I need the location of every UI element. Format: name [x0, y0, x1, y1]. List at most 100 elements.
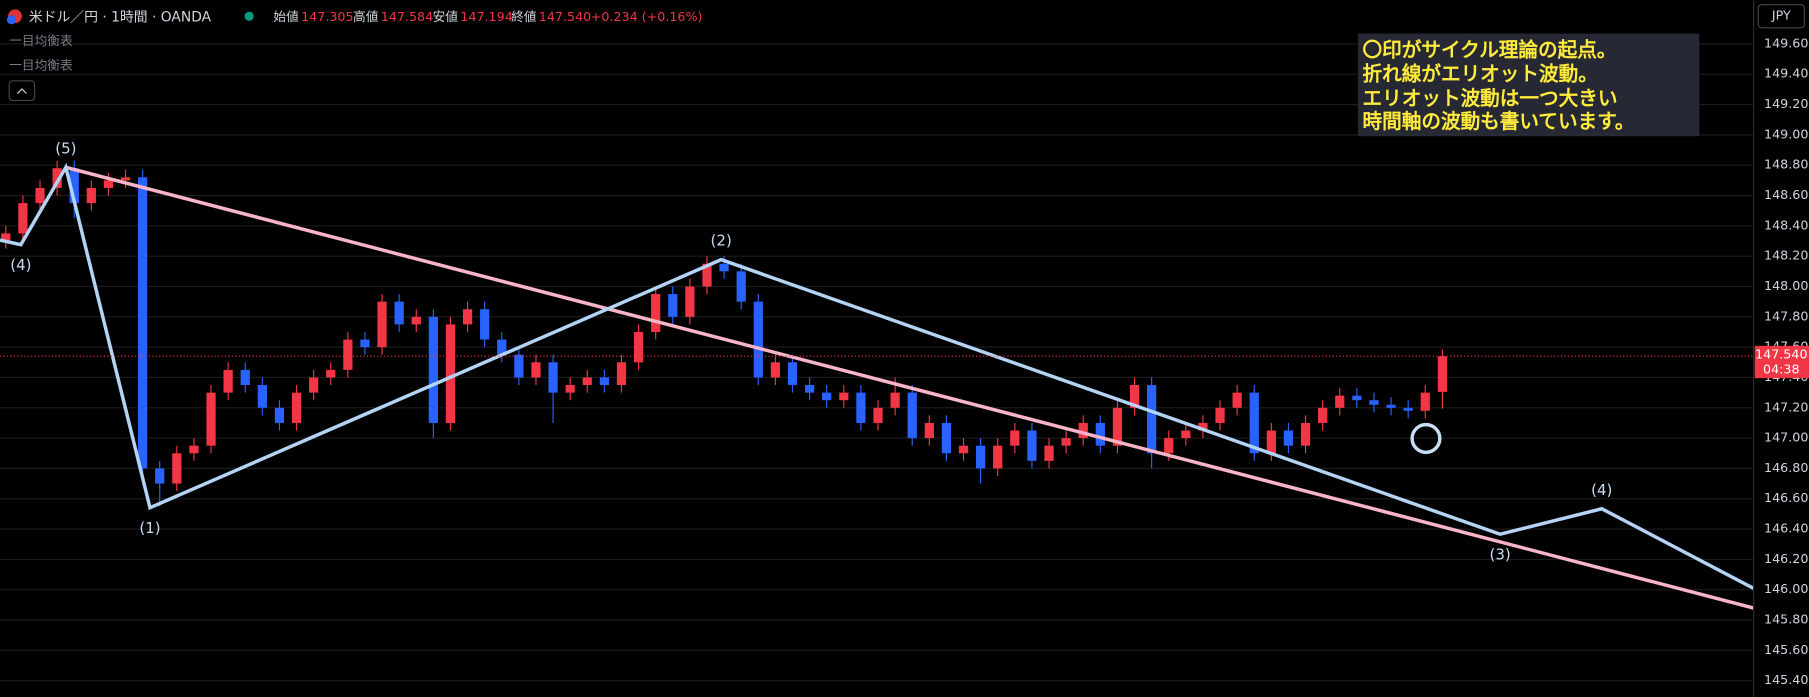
high-value: 147.584 [381, 9, 433, 24]
candle-body [976, 445, 986, 469]
candle-body [668, 294, 678, 317]
low-label: 安値 [433, 9, 459, 24]
candle-body [1232, 392, 1242, 408]
y-tick-label: 147.200 [1764, 399, 1809, 414]
candle-body [753, 301, 763, 378]
y-tick-label: 149.600 [1764, 35, 1809, 50]
candle-body [907, 392, 917, 439]
price-axis: 145.400 145.600 145.800 146.000 146.200 146.4… [1754, 35, 1809, 687]
price-tag [1754, 345, 1809, 379]
currency-button[interactable] [1757, 4, 1805, 29]
candle-body [1369, 400, 1379, 405]
note-line: 〇印がサイクル理論の起点。 [1363, 38, 1617, 61]
candle-body [1129, 385, 1140, 408]
candle-body [86, 187, 96, 204]
y-tick-label: 145.400 [1764, 672, 1809, 687]
trend-line [65, 165, 1755, 610]
candle-body [1198, 422, 1208, 431]
candle-body [770, 362, 781, 378]
cycle-marker [1410, 422, 1442, 455]
price-tag-countdown: 04:38 [1763, 362, 1800, 377]
candle-body [411, 316, 421, 325]
y-tick-label: 148.800 [1764, 157, 1809, 172]
candle-body [514, 354, 524, 378]
close-label: 終値 [511, 9, 537, 24]
y-tick-label: 149.000 [1764, 126, 1809, 141]
candle-body [155, 468, 165, 484]
y-tick-label: 146.200 [1764, 551, 1809, 566]
candle-body [1352, 395, 1362, 401]
candle-body [1, 233, 11, 242]
wave-label: (1) [139, 519, 160, 537]
candle-body [1266, 430, 1276, 454]
candle-body [548, 362, 558, 393]
candle-body [360, 339, 370, 348]
candle-body [172, 453, 182, 484]
plot: (4) (5) (1) (2) (3) (4) [0, 139, 1755, 610]
candle-body [616, 362, 627, 386]
candle-body [309, 377, 319, 393]
collapse-button[interactable] [8, 80, 36, 102]
candle-body [1010, 430, 1020, 446]
candle-body [343, 339, 353, 370]
y-tick-label: 147.800 [1764, 308, 1809, 323]
y-tick-label: 146.600 [1764, 490, 1809, 505]
candle-body [1300, 422, 1311, 446]
candle-body [890, 392, 900, 408]
candle-body [651, 294, 661, 332]
candle-body [138, 177, 148, 469]
candle-body [839, 392, 849, 401]
wave-label: (4) [10, 256, 31, 274]
candle-body [1420, 392, 1430, 411]
candle-body [736, 271, 746, 302]
candle-body [1437, 356, 1447, 392]
currency: JPY [1771, 8, 1791, 23]
candle-body [462, 309, 473, 325]
candle-body [69, 168, 79, 204]
symbol-icon [6, 15, 17, 25]
y-tick-label: 149.200 [1764, 96, 1809, 111]
candle-body [1044, 445, 1054, 461]
candle-body [1164, 438, 1174, 454]
candle-body [206, 392, 216, 446]
candle-body [993, 445, 1003, 469]
candle-body [120, 177, 131, 181]
candle-body [1095, 422, 1105, 446]
candle-body [274, 407, 285, 423]
candle-body [1078, 422, 1088, 439]
candle-body [1386, 404, 1396, 408]
wave-line [0, 162, 1755, 590]
y-tick-label: 148.000 [1764, 278, 1809, 293]
candle-body [719, 263, 729, 272]
candle-body [103, 180, 114, 188]
symbol: 米ドル／円 · 1時間 · OANDA [29, 9, 212, 25]
candle-body [582, 377, 592, 386]
candle-body [873, 407, 883, 423]
open-label: 始値 [273, 9, 299, 24]
candle-body [377, 301, 387, 348]
candle-body [633, 331, 644, 363]
y-tick-label: 146.000 [1764, 581, 1809, 596]
low-value: 147.194 [460, 9, 512, 24]
candle-body [428, 316, 438, 423]
y-tick-label: 146.800 [1764, 460, 1809, 475]
candle-body [1181, 430, 1191, 439]
candle-body [804, 385, 815, 393]
indicator[interactable]: 一目均衡表 [9, 33, 73, 48]
candle-body [1112, 407, 1123, 446]
candle-body [1403, 407, 1413, 411]
note-line: エリオット波動は一つ大きい [1363, 87, 1618, 110]
status-dot [244, 11, 254, 21]
candle-body [394, 301, 404, 325]
indicator[interactable]: 一目均衡表 [9, 57, 73, 72]
candle-body [1215, 407, 1225, 423]
candle-body [856, 392, 866, 423]
candle-body [1061, 438, 1071, 446]
candle-body [565, 385, 575, 393]
candle-body [240, 369, 250, 386]
change: +0.234 (+0.16%) [591, 9, 703, 24]
candle-body [291, 392, 302, 423]
y-tick-label: 148.200 [1764, 248, 1809, 263]
wave-label: (3) [1490, 545, 1511, 563]
